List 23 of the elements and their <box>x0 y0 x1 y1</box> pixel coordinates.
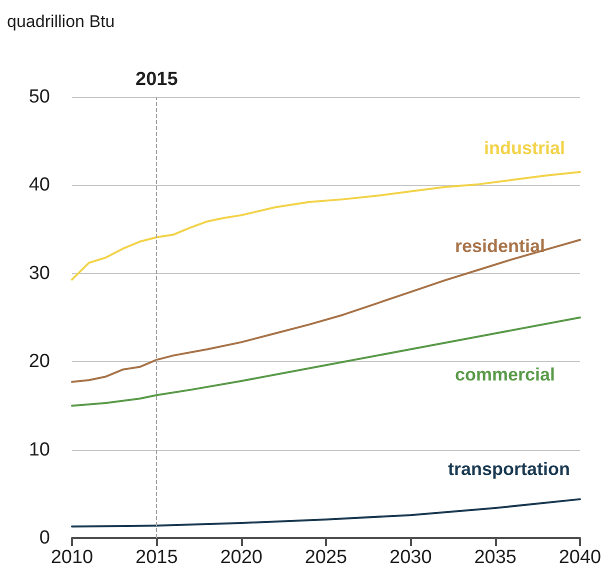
series-label: transportation <box>448 459 570 480</box>
ref-line-label: 2015 <box>136 69 178 90</box>
y-tick-label: 40 <box>28 174 50 196</box>
series-label: commercial <box>454 364 555 384</box>
line-series <box>71 498 581 528</box>
x-tick-label: 2030 <box>390 547 432 568</box>
line-series <box>71 316 581 407</box>
x-tick-label: 2035 <box>474 547 516 568</box>
x-tick-label: 2020 <box>220 547 262 568</box>
x-tick-label: 2025 <box>304 547 348 568</box>
y-tick-label: 20 <box>28 351 50 372</box>
y-tick-label: 0 <box>39 528 50 548</box>
y-axis-title: quadrillion Btu <box>7 12 115 31</box>
y-tick-label: 50 <box>28 86 50 108</box>
x-tick-label: 2015 <box>136 547 178 568</box>
x-tick-label: 2040 <box>558 547 602 568</box>
series-label: industrial <box>484 138 565 158</box>
series-label: residential <box>454 236 545 256</box>
y-tick-label: 30 <box>28 262 50 284</box>
line-series <box>71 170 581 281</box>
y-tick-label: 10 <box>28 439 50 460</box>
x-tick-label: 2010 <box>50 547 94 568</box>
line-series <box>71 238 581 383</box>
